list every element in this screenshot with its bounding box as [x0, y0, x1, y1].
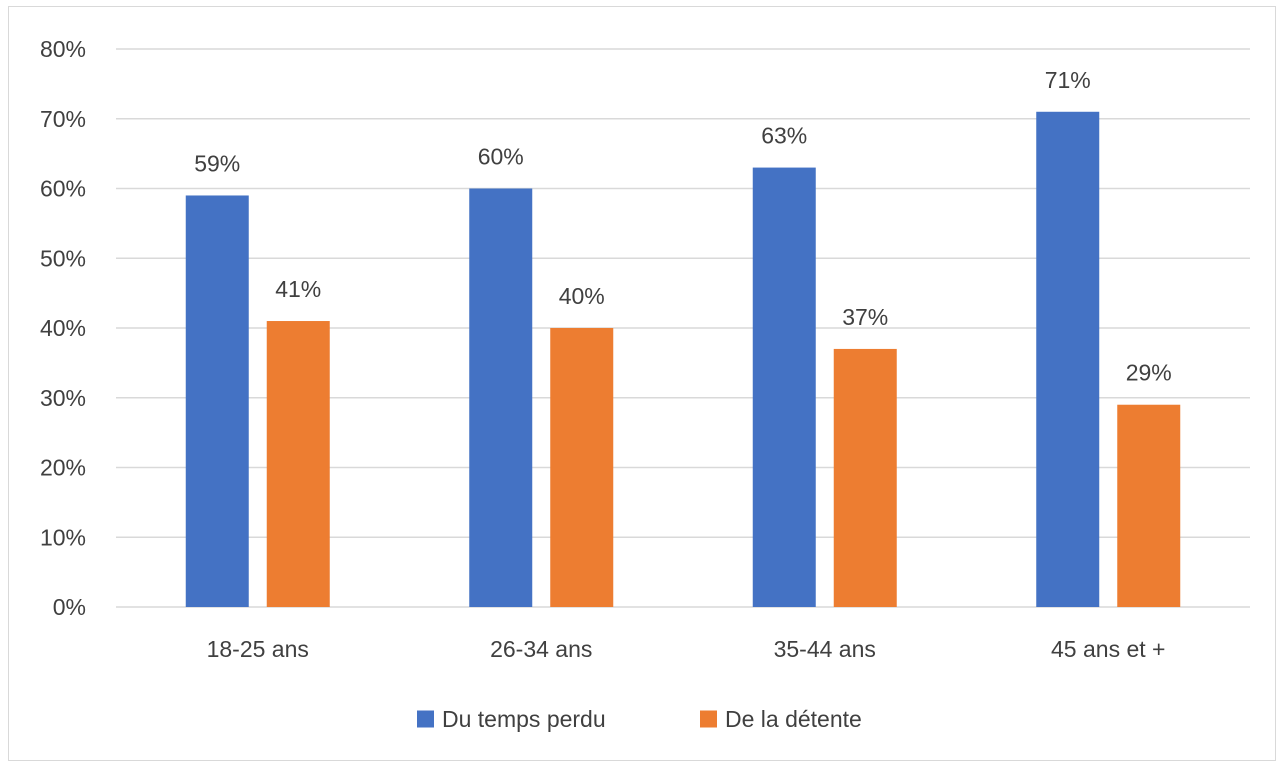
bar	[550, 328, 614, 607]
legend-label: De la détente	[725, 706, 862, 732]
y-tick-label: 40%	[40, 315, 86, 341]
bar	[1117, 404, 1181, 607]
legend-label: Du temps perdu	[442, 706, 606, 732]
bar	[469, 188, 533, 607]
x-tick-label: 26-34 ans	[490, 636, 592, 662]
data-label: 37%	[842, 304, 888, 330]
data-label: 59%	[194, 150, 240, 176]
x-tick-label: 35-44 ans	[774, 636, 876, 662]
data-label: 40%	[559, 283, 605, 309]
data-label: 29%	[1126, 360, 1172, 386]
y-tick-label: 20%	[40, 455, 86, 481]
y-tick-label: 10%	[40, 524, 86, 550]
data-label: 71%	[1045, 67, 1091, 93]
y-tick-label: 30%	[40, 385, 86, 411]
legend-swatch	[700, 710, 717, 728]
y-tick-label: 0%	[53, 594, 86, 620]
bar	[266, 321, 330, 607]
y-tick-label: 70%	[40, 106, 86, 132]
data-label: 41%	[275, 276, 321, 302]
bar	[1036, 111, 1100, 608]
x-tick-label: 45 ans et +	[1051, 636, 1165, 662]
x-tick-label: 18-25 ans	[207, 636, 309, 662]
bar	[752, 167, 816, 607]
bar	[833, 348, 897, 607]
data-label: 60%	[478, 144, 524, 170]
y-tick-label: 60%	[40, 176, 86, 202]
data-label: 63%	[761, 123, 807, 149]
legend-swatch	[417, 710, 434, 728]
y-tick-label: 50%	[40, 245, 86, 271]
bar	[185, 195, 249, 607]
y-tick-label: 80%	[40, 36, 86, 62]
